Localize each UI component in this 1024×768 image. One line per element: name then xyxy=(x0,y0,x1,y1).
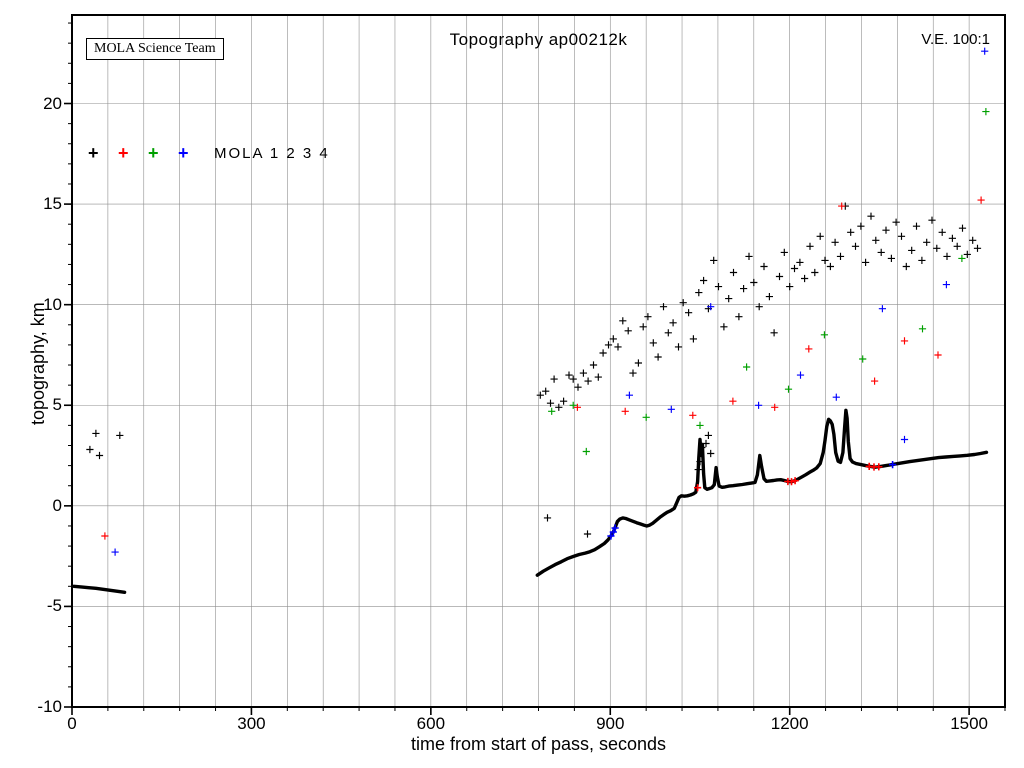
plot-frame xyxy=(71,14,1006,708)
scatter-series-3 xyxy=(548,108,990,456)
x-tick-label: 1500 xyxy=(950,714,989,733)
x-tick-label: 0 xyxy=(67,714,77,733)
x-tick-label: 1200 xyxy=(770,714,809,733)
legend-plus-mola3-icon: + xyxy=(148,143,159,163)
y-tick-label: 10 xyxy=(43,294,62,314)
legend: + + + + MOLA 1 2 3 4 xyxy=(88,142,330,164)
legend-plus-mola1-icon: + xyxy=(88,143,99,163)
x-axis-label: time from start of pass, seconds xyxy=(410,734,667,754)
legend-plus-mola4-icon: + xyxy=(178,143,189,163)
x-tick-label: 900 xyxy=(596,714,625,733)
y-tick-label: -5 xyxy=(46,596,62,616)
y-tick-label: 20 xyxy=(43,93,62,113)
y-tick-label: 5 xyxy=(52,395,62,415)
y-tick-label: -10 xyxy=(37,697,62,716)
x-tick-label: 300 xyxy=(237,714,266,733)
science-team-box: MOLA Science Team xyxy=(86,38,224,60)
scatter-series-4 xyxy=(111,47,989,556)
chart-title: Topography ap00212k xyxy=(449,30,628,49)
track-overlay-markers xyxy=(694,462,883,492)
legend-plus-mola2-icon: + xyxy=(118,143,129,163)
ground-track-profile xyxy=(72,584,127,594)
vertical-exaggeration-label: V.E. 100:1 xyxy=(921,31,990,48)
legend-label: MOLA 1 2 3 4 xyxy=(214,144,330,162)
track-overlay-markers xyxy=(607,461,897,540)
ground-track-profile xyxy=(535,408,989,577)
y-tick-label: 0 xyxy=(52,495,62,515)
y-tick-label: 15 xyxy=(43,194,62,214)
x-tick-label: 600 xyxy=(416,714,446,733)
scatter-series-2 xyxy=(101,196,985,540)
scatter-series-1 xyxy=(86,202,982,538)
